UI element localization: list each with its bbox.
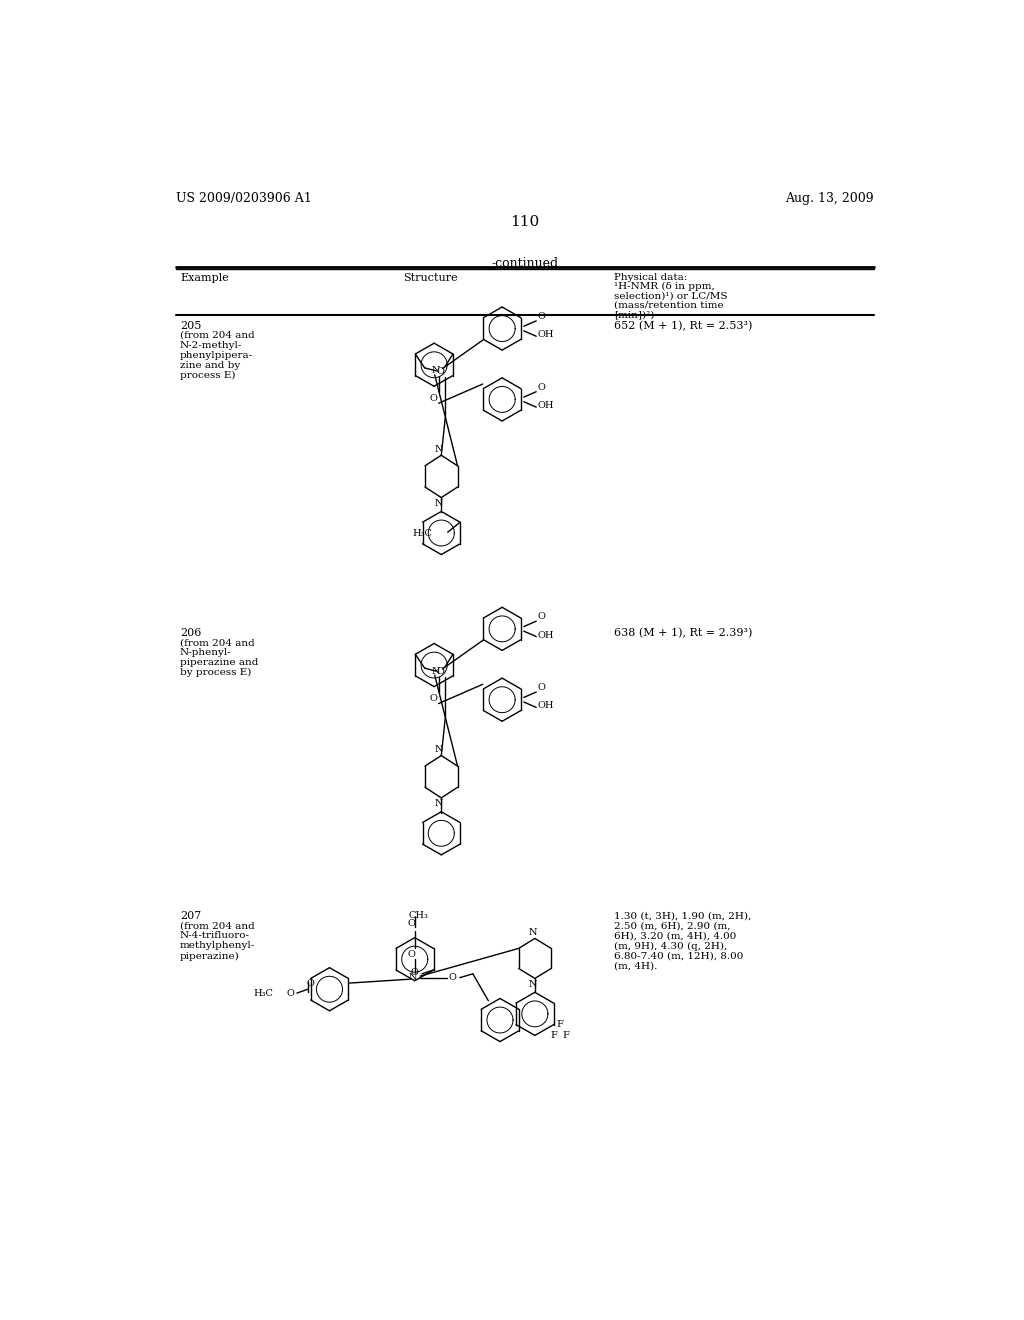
Text: 6H), 3.20 (m, 4H), 4.00: 6H), 3.20 (m, 4H), 4.00	[614, 932, 736, 940]
Text: H₃C: H₃C	[413, 529, 432, 539]
Text: O: O	[411, 968, 418, 977]
Text: 110: 110	[510, 215, 540, 228]
Text: N: N	[432, 367, 440, 375]
Text: N: N	[432, 667, 440, 676]
Text: methylphenyl-: methylphenyl-	[180, 941, 255, 950]
Text: O: O	[306, 978, 314, 987]
Text: N: N	[528, 979, 537, 989]
Text: (mass/retention time: (mass/retention time	[614, 301, 724, 310]
Text: N-4-trifluoro-: N-4-trifluoro-	[180, 932, 250, 940]
Text: (m, 4H).: (m, 4H).	[614, 961, 657, 970]
Text: F: F	[562, 1031, 569, 1040]
Text: by process E): by process E)	[180, 668, 251, 677]
Text: process E): process E)	[180, 371, 236, 380]
Text: 206: 206	[180, 628, 202, 638]
Text: 1.30 (t, 3H), 1.90 (m, 2H),: 1.30 (t, 3H), 1.90 (m, 2H),	[614, 911, 752, 920]
Text: N: N	[435, 800, 443, 808]
Text: (m, 9H), 4.30 (q, 2H),: (m, 9H), 4.30 (q, 2H),	[614, 941, 727, 950]
Text: O: O	[538, 612, 546, 620]
Text: phenylpipera-: phenylpipera-	[180, 351, 253, 360]
Text: O: O	[430, 395, 438, 403]
Text: Physical data:: Physical data:	[614, 273, 687, 282]
Text: OH: OH	[538, 631, 554, 639]
Text: 205: 205	[180, 321, 202, 331]
Text: 6.80-7.40 (m, 12H), 8.00: 6.80-7.40 (m, 12H), 8.00	[614, 952, 743, 961]
Text: F: F	[557, 1020, 563, 1030]
Text: piperazine): piperazine)	[180, 952, 240, 961]
Text: N: N	[409, 973, 417, 982]
Text: 2.50 (m, 6H), 2.90 (m,: 2.50 (m, 6H), 2.90 (m,	[614, 921, 730, 931]
Text: O: O	[436, 367, 444, 376]
Text: N-2-methyl-: N-2-methyl-	[180, 341, 243, 350]
Text: OH: OH	[538, 330, 554, 339]
Text: OH: OH	[538, 401, 554, 411]
Text: -continued: -continued	[492, 257, 558, 271]
Text: Structure: Structure	[402, 273, 458, 282]
Text: Aug. 13, 2009: Aug. 13, 2009	[785, 193, 873, 206]
Text: zine and by: zine and by	[180, 360, 241, 370]
Text: (from 204 and: (from 204 and	[180, 331, 255, 339]
Text: O: O	[538, 383, 546, 392]
Text: US 2009/0203906 A1: US 2009/0203906 A1	[176, 193, 311, 206]
Text: O: O	[538, 312, 546, 321]
Text: O: O	[287, 989, 295, 998]
Text: N: N	[435, 744, 443, 754]
Text: O: O	[538, 682, 546, 692]
Text: O: O	[449, 973, 457, 982]
Text: O: O	[408, 950, 416, 958]
Text: F: F	[550, 1031, 557, 1040]
Text: OH: OH	[538, 701, 554, 710]
Text: Example: Example	[180, 273, 228, 282]
Text: CH₃: CH₃	[409, 911, 428, 920]
Text: 207: 207	[180, 911, 201, 921]
Text: 638 (M + 1), Rt = 2.39³): 638 (M + 1), Rt = 2.39³)	[614, 628, 753, 639]
Text: O: O	[408, 920, 416, 928]
Text: (from 204 and: (from 204 and	[180, 921, 255, 931]
Text: N: N	[435, 445, 443, 454]
Text: O: O	[430, 694, 438, 704]
Text: ¹H-NMR (δ in ppm,: ¹H-NMR (δ in ppm,	[614, 282, 715, 292]
Text: H₃C: H₃C	[254, 989, 273, 998]
Text: N: N	[528, 928, 537, 937]
Text: 652 (M + 1), Rt = 2.53³): 652 (M + 1), Rt = 2.53³)	[614, 321, 753, 331]
Text: O: O	[436, 668, 444, 676]
Text: selection)¹) or LC/MS: selection)¹) or LC/MS	[614, 292, 727, 301]
Text: N-phenyl-: N-phenyl-	[180, 648, 231, 657]
Text: [min])²): [min])²)	[614, 310, 654, 319]
Text: (from 204 and: (from 204 and	[180, 638, 255, 647]
Text: N: N	[435, 499, 443, 508]
Text: piperazine and: piperazine and	[180, 659, 258, 667]
